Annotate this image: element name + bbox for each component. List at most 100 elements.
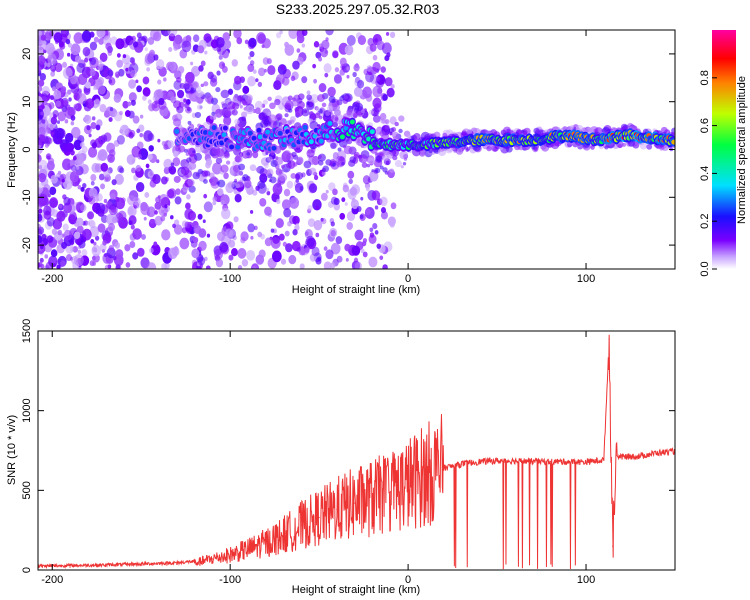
spectrogram-band-blob — [255, 167, 260, 172]
spectrogram-noise-blob — [267, 65, 276, 76]
spectrogram-noise-blob — [91, 116, 96, 121]
snr-y-tick-label: 1500 — [21, 319, 33, 343]
spectrogram-band-blob — [269, 176, 277, 184]
spectrogram-noise-blob — [98, 38, 105, 45]
spectrogram-noise-blob — [330, 221, 335, 227]
spectrogram-noise-blob — [313, 41, 320, 48]
spectrogram-noise-blob — [114, 71, 120, 78]
spectrogram-noise-blob — [279, 30, 283, 35]
spectrogram-band-blob — [183, 83, 190, 90]
spectrogram-band-blob — [303, 160, 312, 169]
spectrogram-noise-blob — [374, 230, 379, 235]
spectrogram-noise-blob — [38, 134, 46, 146]
spectrogram-noise-blob — [62, 223, 69, 232]
spectrogram-noise-blob — [304, 247, 310, 254]
spectrogram-band-blob — [188, 185, 196, 193]
spectrogram-band-blob — [173, 100, 182, 109]
spectrogram-band-blob — [236, 180, 244, 188]
snr-point — [425, 473, 427, 475]
spectrogram-ridge-blob — [671, 139, 675, 145]
spectrogram-noise-blob — [90, 122, 97, 130]
spectrogram-noise-blob — [365, 208, 371, 215]
spectrogram-noise-blob — [49, 95, 55, 101]
spectrogram-ridge-blob — [318, 138, 324, 144]
spectrogram-band-blob — [227, 181, 235, 189]
spectrogram-noise-blob — [71, 126, 81, 139]
spectrogram-noise-blob — [50, 249, 58, 258]
spectrogram-noise-blob — [130, 99, 136, 106]
spectrogram-band-blob — [361, 162, 368, 168]
snr-point — [585, 461, 587, 463]
spectrogram-noise-blob — [276, 32, 282, 39]
spectrogram-noise-blob — [125, 67, 129, 72]
colorbar-tick-label: 0.4 — [699, 166, 711, 181]
spectrogram-noise-blob — [321, 217, 327, 225]
spectrogram-band-blob — [332, 162, 336, 167]
spectrogram-noise-blob — [102, 240, 107, 246]
spectrogram-noise-blob — [296, 34, 305, 44]
spectrogram-band-blob — [509, 129, 514, 133]
spectrogram-noise-blob — [339, 57, 347, 67]
spectrogram-noise-blob — [360, 196, 364, 201]
spectrogram-noise-blob — [285, 243, 293, 253]
spectrogram-noise-blob — [324, 72, 329, 78]
snr-point — [549, 461, 552, 463]
spectrogram-noise-blob — [317, 256, 322, 262]
spectrogram-noise-blob — [155, 59, 165, 70]
spectrogram-noise-blob — [149, 30, 160, 41]
spectrogram-noise-blob — [107, 69, 114, 77]
spectrogram-noise-blob — [228, 254, 234, 261]
spectrogram-noise-blob — [252, 69, 257, 74]
spectrogram-noise-blob — [173, 150, 179, 158]
spectrogram-noise-blob — [46, 235, 54, 244]
spectrogram-noise-blob — [237, 265, 243, 269]
spectrogram-noise-blob — [68, 214, 76, 224]
spectrogram-noise-blob — [163, 77, 167, 82]
spectrogram-band-blob — [379, 130, 386, 137]
spectrogram-noise-blob — [47, 53, 57, 65]
spectrogram-noise-blob — [103, 198, 108, 204]
spectrogram-noise-blob — [48, 30, 54, 37]
spectrogram-noise-blob — [96, 30, 106, 38]
spectrogram-band-blob — [211, 146, 221, 156]
spectrogram-noise-blob — [318, 82, 327, 93]
spectrogram-noise-blob — [132, 41, 139, 48]
spectrogram-noise-blob — [312, 63, 317, 69]
spectrogram-band-blob — [307, 149, 313, 154]
spectrogram-band-blob — [369, 109, 374, 115]
spectrogram-noise-blob — [97, 77, 105, 86]
spectrogram-band-blob — [242, 174, 249, 181]
spectrogram-band-blob — [267, 111, 272, 116]
spectrogram-noise-blob — [60, 86, 67, 93]
spectrogram-noise-blob — [275, 218, 284, 229]
spectrogram-noise-blob — [173, 224, 183, 235]
spectrogram-noise-blob — [88, 187, 98, 199]
colorbar-gradient — [712, 30, 736, 269]
spectrogram-noise-blob — [380, 66, 386, 73]
spectrogram-band-blob — [265, 169, 271, 176]
spectrogram-noise-blob — [325, 30, 334, 36]
spectrogram-ridge-blob — [235, 144, 241, 150]
spectrogram-noise-blob — [59, 139, 63, 144]
spectrogram-noise-blob — [334, 67, 340, 73]
spectrogram-noise-blob — [58, 41, 65, 48]
spectrogram-noise-blob — [168, 247, 178, 260]
spectrogram-noise-blob — [384, 55, 390, 62]
spectrogram-noise-blob — [191, 248, 200, 259]
spectrogram-noise-blob — [70, 246, 75, 252]
spectrogram-noise-blob — [206, 233, 211, 238]
spectrogram-noise-blob — [145, 163, 150, 169]
spectrogram-noise-blob — [330, 242, 341, 255]
spectrogram-noise-blob — [57, 170, 62, 175]
spectrogram-band-blob — [314, 112, 321, 119]
spectrogram-noise-blob — [225, 228, 234, 238]
spectrogram-band-blob — [192, 150, 196, 154]
spectrogram-noise-blob — [89, 41, 98, 51]
spectrogram-noise-blob — [147, 99, 152, 105]
spectrogram-noise-blob — [111, 179, 117, 186]
spectrogram-noise-blob — [218, 54, 223, 60]
spectrogram-noise-blob — [77, 135, 85, 144]
